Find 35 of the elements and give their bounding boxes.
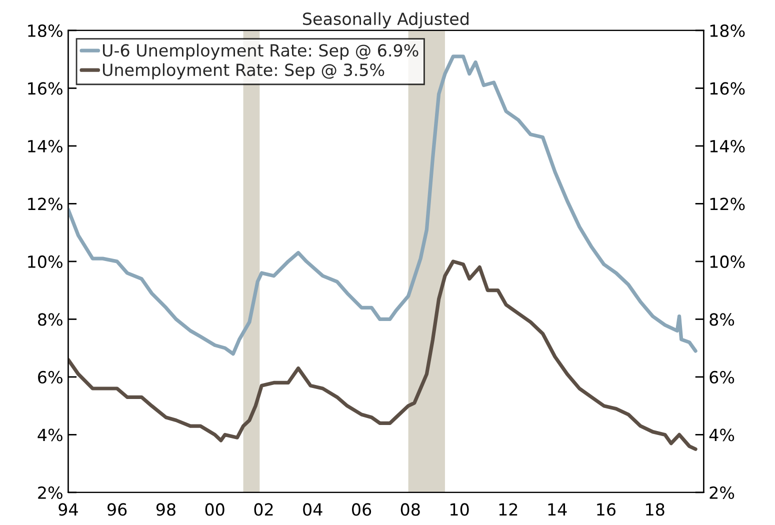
x-tick-label: 00: [205, 503, 224, 516]
line-series: [68, 260, 698, 451]
y2-tick-label: 8%: [710, 313, 734, 326]
x-tick-label: 08: [400, 503, 420, 516]
legend-label: U-6 Unemployment Rate: Sep @ 6.9%: [102, 44, 418, 60]
x-tick-label: 12: [499, 503, 518, 516]
y2-tick-label: 16%: [710, 82, 745, 95]
x-tick-label: 16: [597, 503, 616, 516]
x-tick-label: 04: [303, 503, 322, 516]
x-tick-label: 14: [548, 503, 567, 516]
y2-tick-label: 14%: [710, 140, 745, 153]
y2-tick-label: 2%: [710, 486, 734, 500]
x-tick-label: 98: [156, 503, 176, 516]
y-tick-label: 8%: [38, 313, 62, 326]
x-tick-label: 02: [254, 503, 273, 516]
y-tick-label: 6%: [38, 370, 62, 384]
y-tick-label: 10%: [28, 255, 62, 268]
chart-title: Seasonally Adjusted: [303, 12, 468, 28]
x-tick-label: 10: [450, 503, 469, 516]
y2-tick-label: 12%: [710, 198, 745, 210]
y-tick-label: 4%: [38, 428, 62, 442]
y-tick-label: 16%: [28, 82, 62, 95]
y2-tick-label: 10%: [710, 255, 745, 268]
legend-label: Unemployment Rate: Sep @ 3.5%: [102, 63, 384, 80]
x-tick-label: 18: [646, 503, 664, 516]
y-tick-label: 18%: [28, 24, 62, 38]
x-tick-label: 06: [352, 503, 372, 516]
y2-tick-label: 6%: [710, 370, 734, 384]
y-tick-label: 14%: [28, 140, 62, 153]
y2-tick-label: 4%: [709, 428, 734, 442]
y-tick-label: 12%: [28, 198, 62, 210]
x-tick-label: 94: [58, 503, 78, 516]
x-tick-label: 96: [108, 503, 127, 516]
y-tick-label: 2%: [38, 486, 62, 500]
y2-tick-label: 18%: [710, 24, 745, 38]
